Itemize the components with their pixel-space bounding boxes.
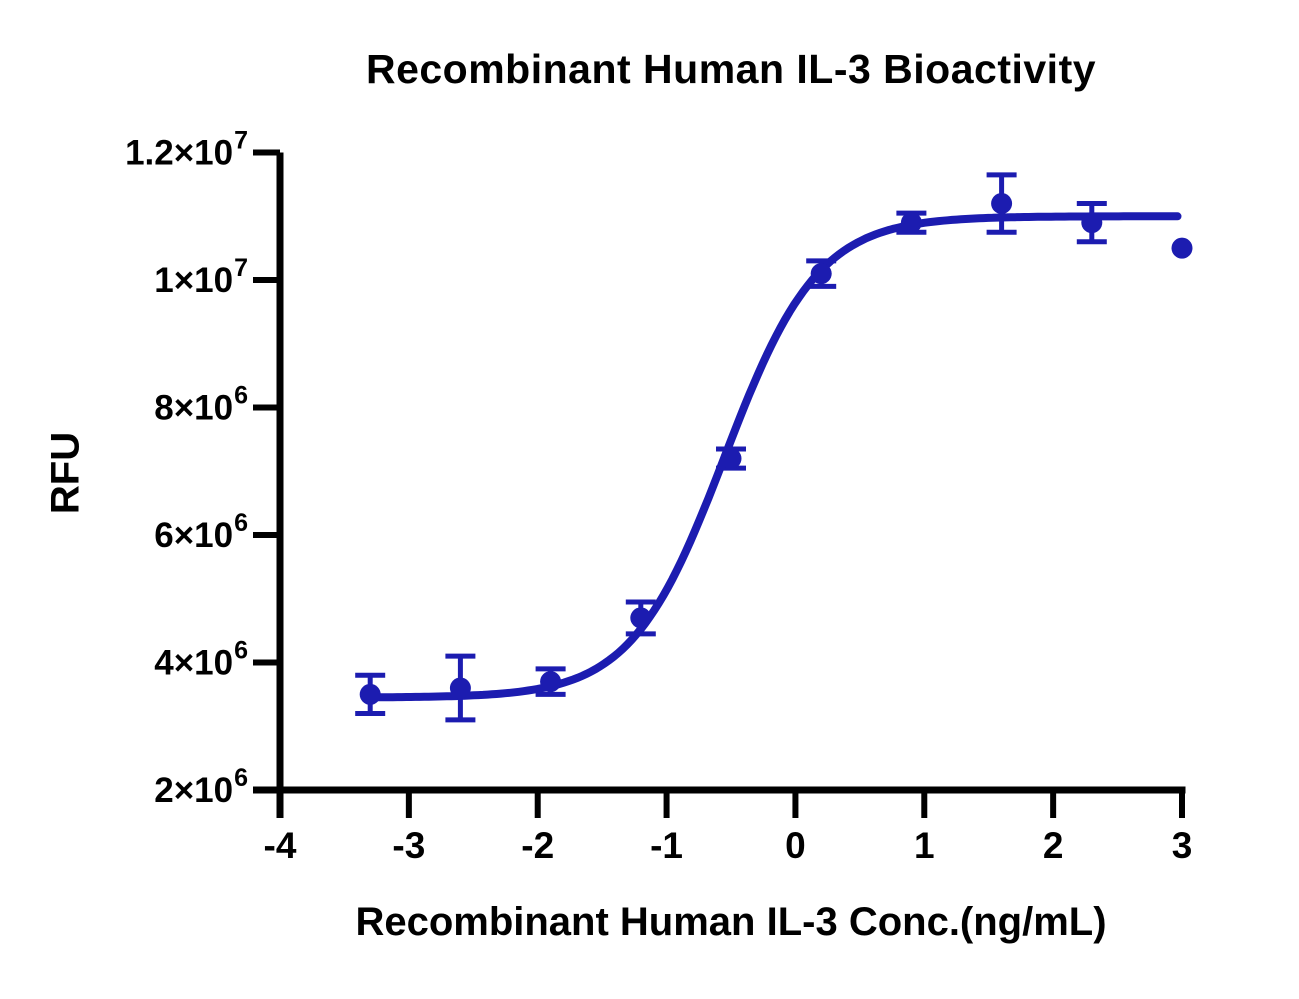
data-point [1081, 212, 1103, 234]
x-tick-label: -4 [264, 825, 297, 866]
x-tick-label: -2 [521, 825, 554, 866]
data-point [900, 212, 922, 234]
y-tick-label: 6×106 [154, 509, 248, 555]
x-tick-label: 0 [785, 825, 806, 866]
data-point [1171, 237, 1193, 259]
y-tick-label: 1×107 [154, 254, 248, 300]
data-point [449, 677, 471, 699]
data-point [359, 683, 381, 705]
chart-title: Recombinant Human IL-3 Bioactivity [365, 46, 1097, 92]
x-axis-title: Recombinant Human IL-3 Conc.(ng/mL) [355, 900, 1107, 944]
data-point [810, 263, 832, 285]
x-tick-label: 1 [914, 825, 935, 866]
x-tick-label: 3 [1172, 825, 1193, 866]
y-tick-label: 2×106 [154, 764, 248, 810]
y-axis-title: RFU [43, 431, 88, 515]
y-tick-label: 1.2×107 [125, 127, 248, 173]
y-tick-label: 4×106 [154, 637, 248, 683]
fit-curve [366, 212, 1182, 702]
x-tick-label: -1 [650, 825, 683, 866]
data-point [720, 448, 742, 469]
x-tick-label: 2 [1043, 825, 1064, 866]
data-point [630, 607, 652, 629]
data-point [540, 671, 562, 693]
y-tick-label: 8×106 [154, 382, 248, 428]
x-tick-label: -3 [392, 825, 425, 866]
data-point [991, 193, 1013, 214]
